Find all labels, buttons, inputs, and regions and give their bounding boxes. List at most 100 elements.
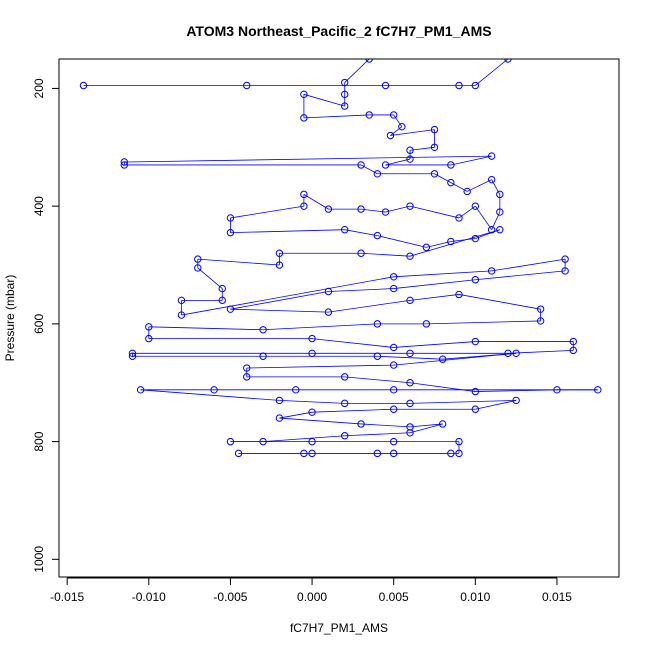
plot-frame [58, 58, 620, 578]
data-point [447, 178, 455, 187]
data-point [357, 205, 365, 213]
data-point [447, 237, 455, 246]
data-point [136, 386, 145, 394]
data-point [386, 131, 395, 140]
data-line-segment [303, 93, 345, 107]
data-line-segment [450, 238, 476, 242]
data-line-segment [344, 432, 411, 437]
data-point [447, 161, 455, 169]
data-point [496, 190, 504, 199]
data-point [438, 420, 447, 428]
data-point [128, 349, 137, 358]
data-point [308, 437, 316, 446]
data-point [471, 81, 480, 90]
data-point [389, 273, 398, 281]
data-line-segment [181, 276, 394, 316]
data-point [512, 396, 520, 405]
data-point [381, 81, 390, 90]
data-point [300, 114, 308, 122]
data-point [487, 152, 496, 160]
data-line-segment [377, 355, 443, 360]
data-line-segment [458, 294, 541, 310]
data-point [300, 90, 308, 99]
data-point [561, 255, 569, 263]
data-point [365, 111, 373, 119]
data-point [430, 125, 439, 134]
data-point [471, 405, 480, 413]
data-line-segment [475, 270, 566, 281]
data-point [357, 420, 365, 428]
data-point [177, 311, 186, 319]
data-line-segment [230, 291, 329, 310]
data-point [447, 449, 455, 458]
data-point [496, 208, 504, 216]
data-point [341, 90, 349, 99]
data-point [324, 287, 333, 296]
data-line-segment [475, 59, 509, 86]
data-point [194, 255, 202, 263]
data-point [504, 349, 512, 358]
data-point [324, 205, 333, 213]
data-line-segment [344, 229, 378, 236]
data-point [389, 343, 398, 352]
data-point [389, 437, 398, 446]
data-line-segment [377, 235, 427, 248]
data-line-segment [390, 129, 435, 136]
x-tick-label: -0.005 [213, 590, 247, 604]
data-line-segment [426, 241, 451, 248]
data-point [259, 437, 267, 446]
data-line-segment [303, 114, 370, 119]
data-point [381, 161, 390, 169]
data-point [373, 352, 382, 360]
data-point [406, 155, 414, 163]
data-line-segment [140, 389, 280, 401]
data-point [308, 334, 316, 343]
x-tick-label: -0.015 [50, 590, 84, 604]
data-point [218, 296, 226, 305]
data-line-segment [491, 258, 566, 272]
data-line-segment [148, 326, 264, 331]
x-tick-label: 0.010 [460, 590, 490, 604]
data-line-segment [344, 59, 370, 83]
data-point [341, 373, 349, 381]
data-point [341, 432, 349, 440]
data-point [259, 326, 267, 334]
data-point [487, 267, 496, 275]
data-point [430, 143, 439, 151]
data-point [406, 202, 414, 210]
data-point [275, 261, 284, 269]
axes-layer: -0.015 -0.010 -0.005 0.000 0.005 0.010 0.015 20… [32, 78, 572, 604]
data-point [406, 399, 414, 408]
data-line-segment [303, 194, 329, 210]
data-line-segment [393, 279, 476, 289]
data-point [389, 361, 398, 369]
data-line-segment [230, 308, 329, 313]
data-point [243, 81, 251, 90]
data-point [308, 408, 316, 416]
data-line-segment [393, 270, 492, 278]
data-point [406, 379, 414, 387]
data-point [145, 323, 153, 331]
data-point [365, 59, 373, 63]
data-line-segment [385, 158, 411, 166]
data-point [398, 122, 406, 131]
data-point [357, 249, 365, 257]
data-point [422, 320, 431, 328]
data-point [455, 290, 463, 299]
data-point [341, 102, 349, 110]
data-point [406, 349, 414, 358]
data-point [536, 317, 545, 325]
data-point [292, 386, 300, 394]
y-tick-label: 1000 [32, 546, 46, 573]
data-line-segment [410, 400, 517, 404]
data-point [341, 226, 349, 234]
data-point [275, 396, 284, 405]
data-point [594, 386, 602, 394]
chart-title: ATOM3 Northeast_Pacific_2 fC7H7_PM1_AMS [186, 23, 491, 39]
data-point [553, 386, 561, 394]
data-point [300, 202, 308, 210]
data-point [422, 243, 431, 252]
data-point [210, 386, 218, 394]
data-point [455, 449, 463, 458]
